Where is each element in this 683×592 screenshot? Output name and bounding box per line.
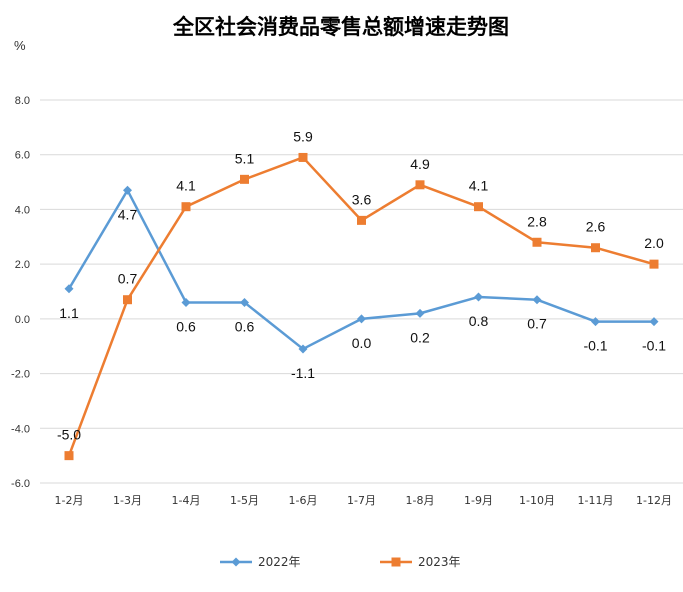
data-label: 0.6 (176, 318, 196, 334)
y-tick-label: 6.0 (15, 150, 30, 162)
data-point-2022 (298, 344, 308, 354)
data-label: 4.1 (469, 178, 489, 194)
y-tick-label: -2.0 (11, 369, 30, 381)
data-label: 0.7 (118, 271, 138, 287)
data-label: 2.0 (644, 235, 664, 251)
x-tick-label: 1-4月 (172, 494, 201, 507)
data-point-2023 (649, 259, 659, 269)
data-label: -1.1 (291, 365, 315, 381)
x-tick-label: 1-10月 (519, 494, 555, 507)
data-point-2023 (181, 202, 191, 212)
data-label: -0.1 (642, 338, 666, 354)
x-tick-label: 1-8月 (406, 494, 435, 507)
y-tick-label: 0.0 (15, 314, 30, 326)
data-label: 0.0 (352, 335, 372, 351)
x-tick-label: 1-2月 (55, 494, 84, 507)
legend-label: 2022年 (258, 555, 301, 569)
data-point-2022 (64, 284, 74, 294)
data-point-2023 (123, 295, 132, 305)
y-tick-label: 4.0 (15, 204, 30, 216)
data-label: 5.1 (235, 150, 255, 166)
legend-label: 2023年 (418, 555, 461, 569)
data-label: 5.9 (293, 128, 313, 144)
chart-title: 全区社会消费品零售总额增速走势图 (172, 15, 509, 39)
data-point-2022 (181, 297, 191, 307)
x-tick-label: 1-6月 (289, 494, 318, 507)
data-label: -5.0 (57, 427, 81, 443)
data-point-2022 (123, 185, 132, 195)
data-label: 4.1 (176, 178, 196, 194)
data-point-2022 (240, 297, 249, 307)
x-tick-label: 1-5月 (230, 494, 259, 507)
y-axis-unit: % (14, 38, 26, 53)
series-line-1 (67, 189, 654, 351)
x-tick-label: 1-7月 (347, 494, 376, 507)
x-tick-label: 1-12月 (636, 494, 672, 507)
data-point-2023 (298, 152, 308, 162)
data-label: 0.2 (410, 329, 430, 345)
y-tick-label: -6.0 (11, 478, 30, 490)
y-tick-label: 8.0 (15, 95, 30, 107)
data-point-2022 (649, 317, 659, 327)
data-point-2022 (474, 292, 483, 302)
legend-marker-square (391, 557, 401, 567)
data-label: 4.7 (118, 206, 138, 222)
x-tick-label: 1-9月 (464, 494, 493, 507)
data-point-2022 (415, 308, 425, 318)
data-point-2022 (532, 295, 542, 305)
data-point-2023 (532, 237, 542, 247)
data-label: 4.9 (410, 156, 430, 172)
x-tick-label: 1-11月 (578, 494, 614, 507)
x-tick-label: 1-3月 (113, 494, 142, 507)
data-point-2023 (240, 174, 249, 184)
data-label: 3.6 (352, 191, 372, 207)
data-point-2023 (64, 451, 74, 461)
data-point-2023 (415, 180, 425, 190)
data-label: 0.7 (527, 316, 547, 332)
data-label: 0.8 (469, 313, 489, 329)
data-label: 0.6 (235, 318, 255, 334)
data-point-2023 (357, 215, 366, 225)
legend-marker-diamond (231, 557, 241, 567)
y-tick-label: 2.0 (15, 259, 30, 271)
data-point-2023 (474, 202, 483, 212)
data-label: 2.8 (527, 213, 547, 229)
data-label: 1.1 (59, 305, 79, 321)
data-point-2023 (591, 243, 600, 253)
data-label: -0.1 (583, 338, 607, 354)
data-point-2022 (357, 314, 366, 324)
data-point-2022 (591, 317, 600, 327)
y-tick-label: -4.0 (11, 423, 30, 435)
data-label: 2.6 (586, 219, 606, 235)
